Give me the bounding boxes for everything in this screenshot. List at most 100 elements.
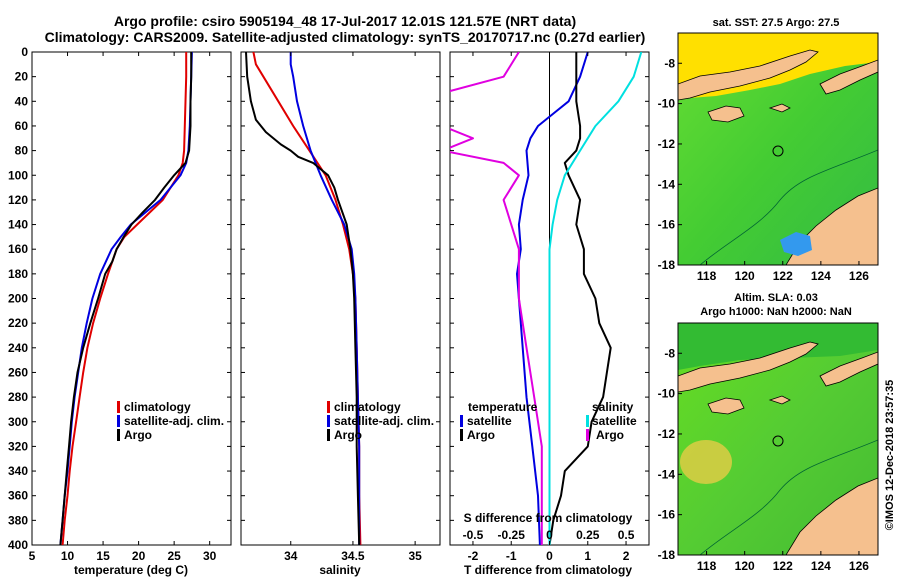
sst-map-x-tick-label: 120 — [735, 269, 755, 283]
temperature-line-argo — [59, 52, 193, 545]
salinity-axes — [240, 51, 441, 546]
difference-x-tick-label: -1 — [506, 549, 517, 563]
salinity-x-ticks: 34 34.5 35 — [284, 52, 422, 563]
sla-map-x-tick-label: 120 — [735, 559, 755, 573]
depth-tick-label: 360 — [8, 489, 28, 503]
depth-tick-label: 100 — [8, 168, 28, 182]
sla-isobath — [699, 439, 878, 555]
salinity-legend: climatology satellite-adj. clim. Argo — [327, 400, 434, 442]
temperature-x-tick-label: 15 — [96, 549, 110, 563]
sla-map-y-tick-label: -12 — [658, 427, 676, 441]
depth-tick-label: 240 — [8, 341, 28, 355]
difference-s-tick-label: 0.25 — [576, 528, 600, 542]
depth-tick-label: 80 — [15, 144, 29, 158]
sst-cool-patch — [780, 232, 812, 256]
legend-label-t-satellite: satellite — [467, 414, 512, 428]
imos-watermark: ©IMOS 12-Dec-2018 23:57:35 — [884, 380, 896, 531]
legend-swatch-climatology — [117, 401, 120, 413]
sst-argo-marker — [772, 145, 784, 157]
title-line2: Climatology: CARS2009. Satellite-adjuste… — [45, 29, 646, 45]
sst-land-savu — [768, 103, 791, 113]
sla-map — [678, 323, 878, 555]
salinity-x-tick-label: 35 — [408, 549, 422, 563]
difference-line-s-argo — [450, 52, 543, 545]
temperature-line-climatology — [61, 52, 188, 545]
difference-s-tick-label: -0.25 — [498, 528, 526, 542]
sla-land-sumba — [707, 397, 745, 415]
sla-map-ticks: 118 120 122 124 126 -8 -10 -12 -14 -16 -18 — [658, 346, 870, 573]
difference-line-t-satellite — [516, 52, 589, 545]
legend-swatch-satellite — [117, 415, 120, 427]
difference-line-s-satellite — [548, 52, 643, 545]
difference-x-tick-label: -2 — [468, 549, 479, 563]
sla-map-y-tick-label: -10 — [658, 387, 676, 401]
sst-land-timor — [819, 59, 878, 95]
salinity-line-satellite-adj-clim- — [289, 52, 361, 545]
temperature-x-tick-label: 10 — [61, 549, 75, 563]
legend-label-climatology: climatology — [124, 400, 191, 414]
depth-tick-label: 0 — [21, 45, 28, 59]
temperature-legend: climatology satellite-adj. clim. Argo — [117, 400, 224, 442]
sla-land-savu — [768, 395, 791, 405]
sst-map-y-tick-label: -8 — [664, 56, 675, 70]
legend-swatch-argo — [117, 429, 120, 441]
depth-ticks: 0 20 40 60 80 100 120 140 160 180 200 220 240 260 280 3… — [8, 45, 649, 552]
depth-tick-label: 40 — [15, 94, 29, 108]
depth-tick-label: 120 — [8, 193, 28, 207]
sla-map-title1: Altim. SLA: 0.03 — [734, 292, 818, 304]
sst-map-y-tick-label: -14 — [658, 177, 676, 191]
legend-label-t-argo: Argo — [467, 428, 495, 442]
legend-swatch-argo — [327, 429, 330, 441]
depth-tick-label: 300 — [8, 415, 28, 429]
legend-label-climatology: climatology — [334, 400, 401, 414]
sst-map — [678, 33, 878, 265]
sla-high-anomaly — [680, 440, 732, 484]
difference-line-t-argo — [548, 52, 612, 545]
sla-map-y-tick-label: -14 — [658, 467, 676, 481]
temperature-x-tick-label: 20 — [132, 549, 146, 563]
legend-label-s-argo: Argo — [596, 428, 624, 442]
title-line1: Argo profile: csiro 5905194_48 17-Jul-20… — [114, 13, 576, 29]
salinity-line-argo — [245, 52, 361, 545]
sst-map-frame — [677, 32, 879, 266]
sla-land-australia — [785, 477, 878, 555]
depth-tick-label: 20 — [15, 70, 29, 84]
difference-top-xlabel: S difference from climatology — [464, 511, 633, 525]
sst-isobath — [699, 149, 878, 265]
legend-label-temperature: temperature — [468, 400, 538, 414]
depth-tick-label: 60 — [15, 119, 29, 133]
temperature-x-tick-label: 5 — [29, 549, 36, 563]
depth-tick-label: 220 — [8, 316, 28, 330]
salinity-x-tick-label: 34 — [284, 549, 298, 563]
difference-legend: temperature satellite Argo salinity sate… — [460, 400, 637, 442]
sla-map-y-tick-label: -16 — [658, 508, 676, 522]
sst-map-x-tick-label: 118 — [697, 269, 717, 283]
sst-land-sumba — [707, 105, 745, 123]
difference-s-tick-label: -0.5 — [463, 528, 484, 542]
sla-land-timor — [819, 351, 878, 387]
temperature-x-tick-label: 30 — [203, 549, 217, 563]
salinity-line-climatology — [252, 52, 362, 545]
sst-map-y-tick-label: -10 — [658, 97, 676, 111]
depth-tick-label: 280 — [8, 390, 28, 404]
depth-tick-label: 400 — [8, 538, 28, 552]
legend-swatch-s-satellite — [586, 415, 589, 427]
sst-map-y-tick-label: -18 — [658, 258, 676, 272]
sst-map-title: sat. SST: 27.5 Argo: 27.5 — [713, 17, 840, 29]
difference-x-tick-label: 2 — [623, 549, 630, 563]
difference-s-tick-label: 0.5 — [618, 528, 635, 542]
temperature-xlabel: temperature (deg C) — [74, 563, 188, 577]
temperature-x-ticks: 5 10 15 20 25 30 — [29, 52, 217, 563]
legend-label-argo: Argo — [124, 428, 152, 442]
legend-label-s-satellite: satellite — [592, 414, 637, 428]
depth-tick-label: 260 — [8, 365, 28, 379]
temperature-series — [59, 52, 193, 545]
difference-x-tick-label: 1 — [584, 549, 591, 563]
sst-map-x-tick-label: 124 — [811, 269, 831, 283]
difference-x-ticks: -2 -1 0 1 2 -0.5 -0.25 0 0.25 0.5 — [463, 52, 635, 563]
depth-tick-label: 140 — [8, 218, 28, 232]
sst-map-y-tick-label: -12 — [658, 137, 676, 151]
sla-map-x-tick-label: 126 — [849, 559, 869, 573]
depth-tick-label: 160 — [8, 242, 28, 256]
depth-tick-label: 340 — [8, 464, 28, 478]
